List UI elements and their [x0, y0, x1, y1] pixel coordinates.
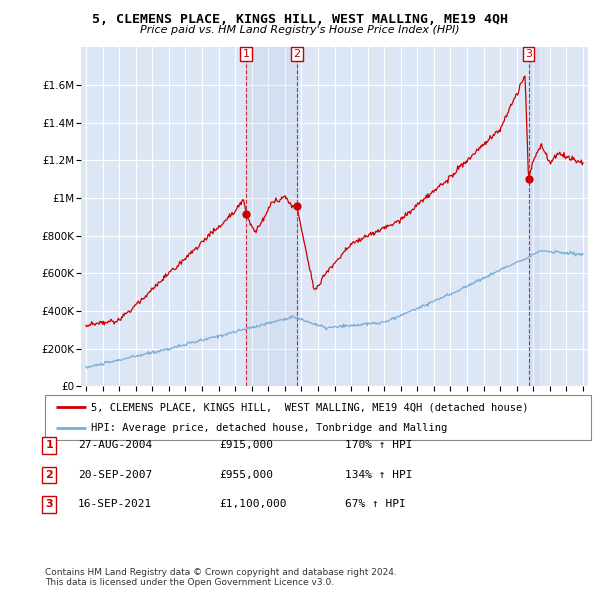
Text: 3: 3 — [525, 49, 532, 59]
Text: 20-SEP-2007: 20-SEP-2007 — [78, 470, 152, 480]
Bar — [529, 47, 538, 386]
Text: £1,100,000: £1,100,000 — [219, 500, 287, 509]
Text: 27-AUG-2004: 27-AUG-2004 — [78, 441, 152, 450]
Text: £955,000: £955,000 — [219, 470, 273, 480]
Text: 5, CLEMENS PLACE, KINGS HILL, WEST MALLING, ME19 4QH: 5, CLEMENS PLACE, KINGS HILL, WEST MALLI… — [92, 13, 508, 26]
Text: 2: 2 — [46, 470, 53, 480]
Text: 170% ↑ HPI: 170% ↑ HPI — [345, 441, 413, 450]
Text: 1: 1 — [46, 441, 53, 450]
Text: 2: 2 — [293, 49, 300, 59]
Text: 1: 1 — [242, 49, 250, 59]
Bar — [246, 47, 297, 386]
Text: 5, CLEMENS PLACE, KINGS HILL,  WEST MALLING, ME19 4QH (detached house): 5, CLEMENS PLACE, KINGS HILL, WEST MALLI… — [91, 402, 529, 412]
Text: 16-SEP-2021: 16-SEP-2021 — [78, 500, 152, 509]
Text: 3: 3 — [46, 500, 53, 509]
Text: 67% ↑ HPI: 67% ↑ HPI — [345, 500, 406, 509]
Text: Price paid vs. HM Land Registry's House Price Index (HPI): Price paid vs. HM Land Registry's House … — [140, 25, 460, 35]
Text: £915,000: £915,000 — [219, 441, 273, 450]
Text: HPI: Average price, detached house, Tonbridge and Malling: HPI: Average price, detached house, Tonb… — [91, 422, 448, 432]
FancyBboxPatch shape — [45, 395, 591, 440]
Text: Contains HM Land Registry data © Crown copyright and database right 2024.
This d: Contains HM Land Registry data © Crown c… — [45, 568, 397, 587]
Text: 134% ↑ HPI: 134% ↑ HPI — [345, 470, 413, 480]
